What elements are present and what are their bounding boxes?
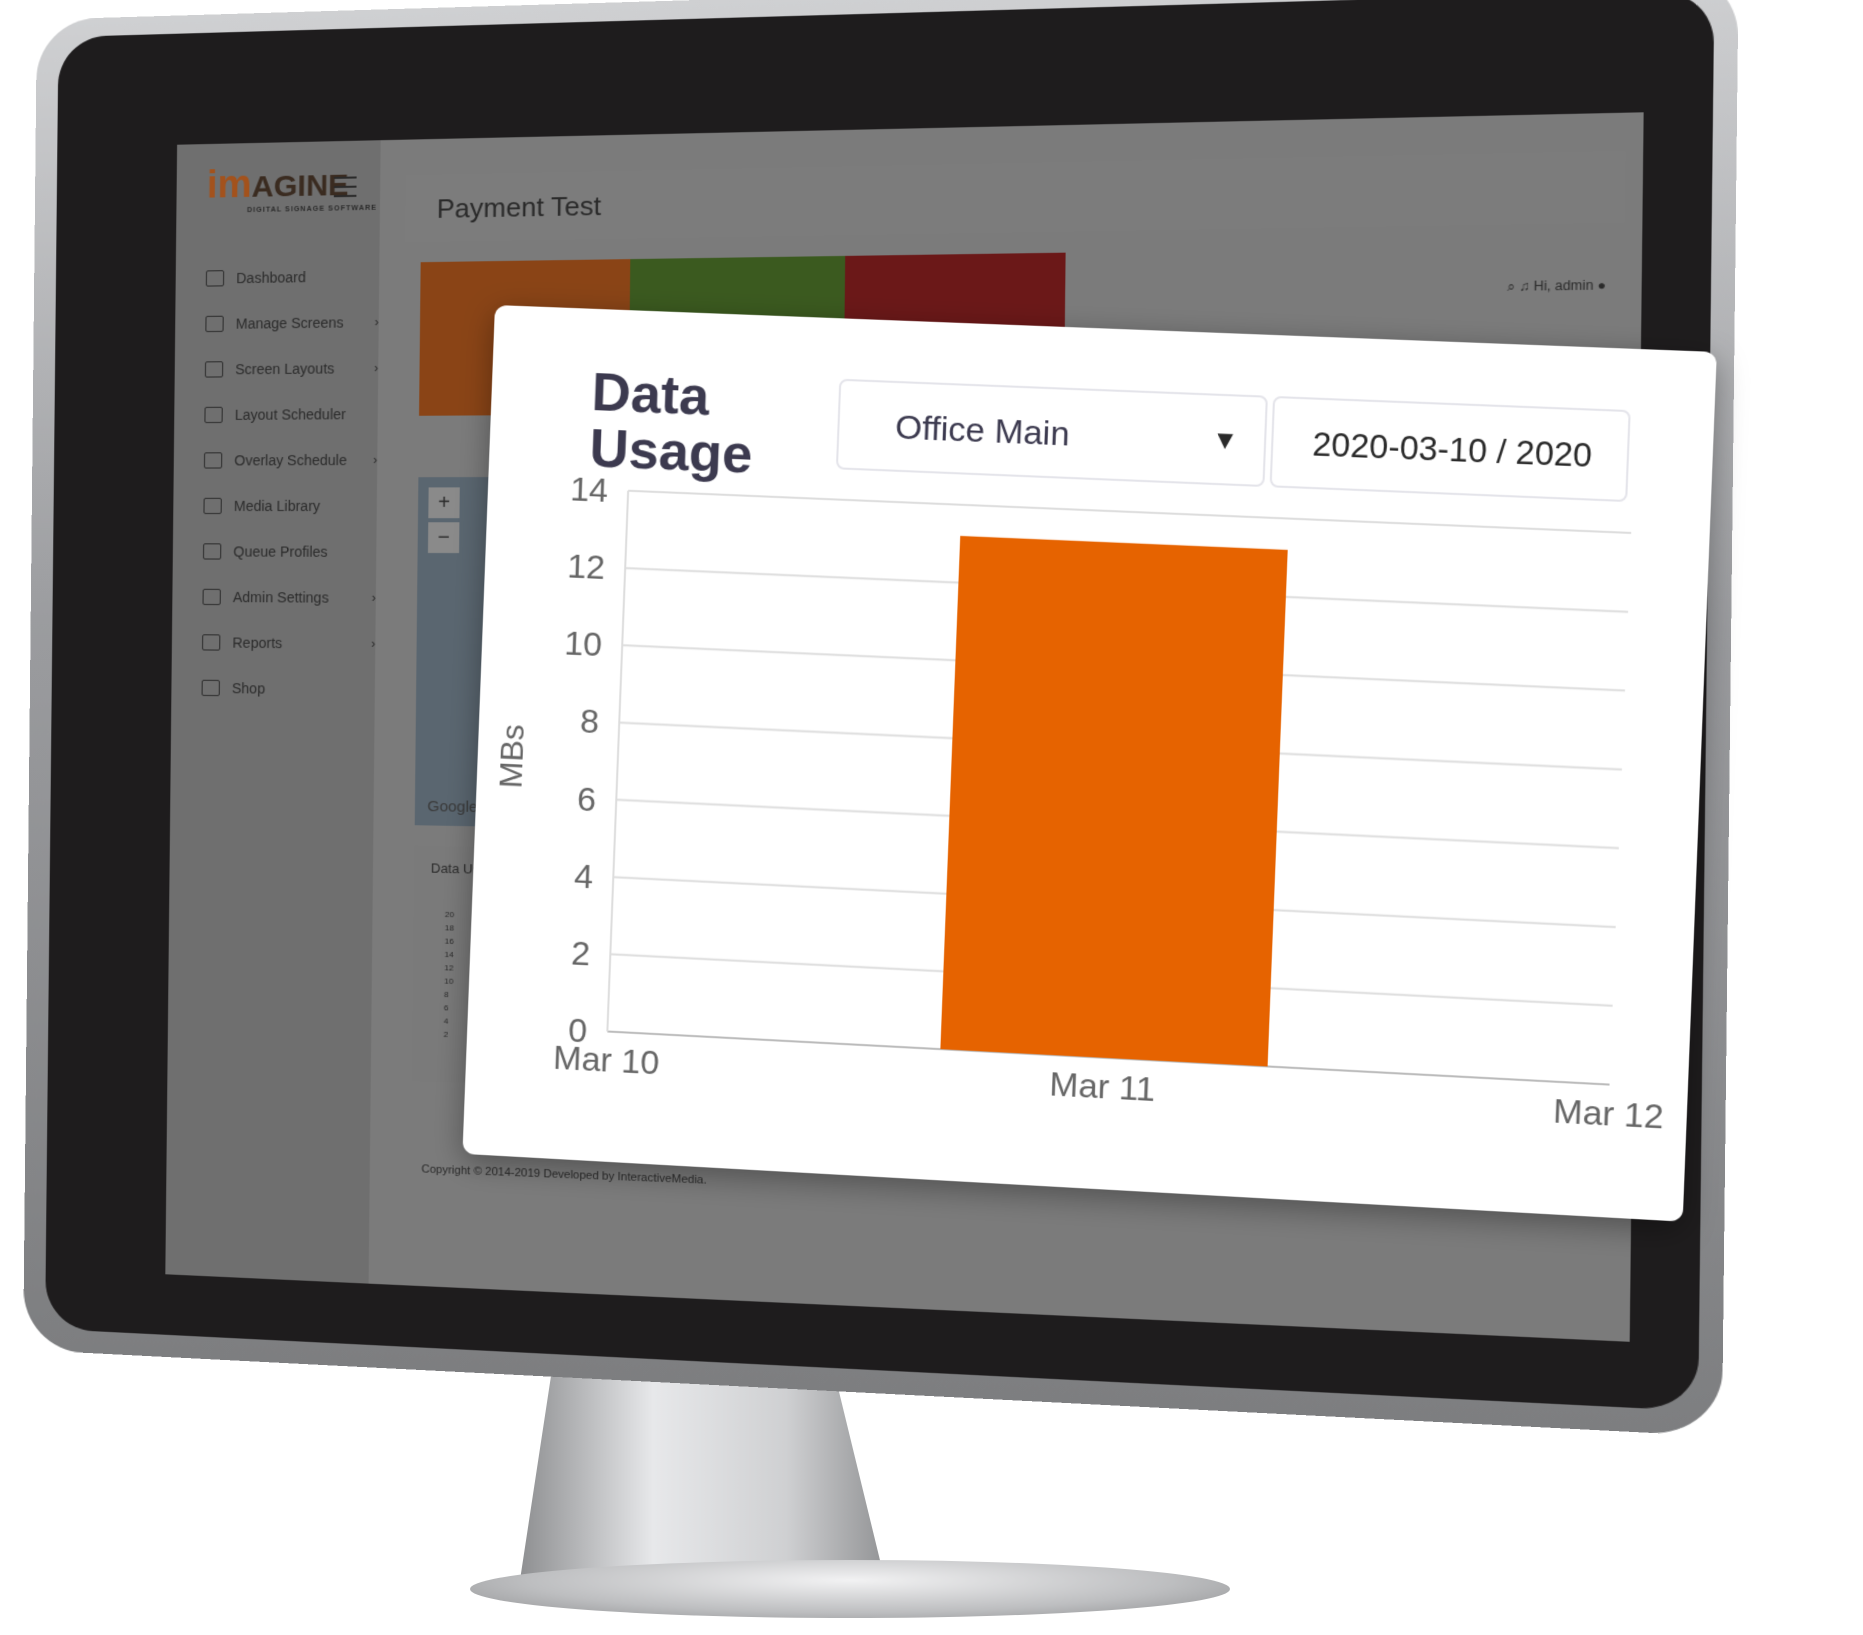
y-tick-label: 8 <box>579 703 599 742</box>
map-attribution: Google <box>427 797 478 817</box>
layout-icon <box>204 360 224 378</box>
mini-tick: 10 <box>444 976 454 986</box>
cart-icon <box>201 679 220 696</box>
data-usage-chart: 0 2 4 6 8 10 12 14 Mar 10 Mar 11 Mar 12 MBs <box>492 470 1665 1137</box>
mini-tick: 18 <box>444 923 455 933</box>
chevron-right-icon: › <box>374 314 379 329</box>
sidebar-item-label: Manage Screens <box>235 313 344 332</box>
chevron-right-icon: › <box>374 360 379 375</box>
chart-x-ticks: Mar 10 Mar 11 Mar 12 <box>553 1039 1665 1137</box>
chart-y-ticks: 0 2 4 6 8 10 12 14 <box>564 470 609 1050</box>
sidebar-item-label: Overlay Schedule <box>234 451 348 468</box>
sidebar-item-label: Queue Profiles <box>233 542 328 560</box>
location-select[interactable]: Office Main ▼ <box>835 378 1268 488</box>
date-range-value: 2020-03-10 / 2020 <box>1311 424 1593 475</box>
avatar[interactable]: ● <box>1597 277 1607 293</box>
document-icon <box>202 633 221 651</box>
mini-tick: 6 <box>443 1003 449 1013</box>
x-tick-label: Mar 10 <box>553 1039 661 1083</box>
sidebar-item-layout-scheduler[interactable]: Layout Scheduler <box>204 390 378 437</box>
location-select-value: Office Main <box>894 408 1071 454</box>
y-tick-label: 12 <box>566 547 605 587</box>
sidebar-item-label: Dashboard <box>236 268 306 286</box>
sidebar-item-label: Reports <box>232 633 283 651</box>
sidebar-item-overlay-schedule[interactable]: Overlay Schedule › <box>203 436 378 482</box>
bar-mar-11[interactable] <box>940 535 1288 1067</box>
sidebar: imAGINE DIGITAL SIGNAGE SOFTWARE Dashboa… <box>165 140 381 1284</box>
monitor-icon <box>205 315 224 332</box>
user-greeting[interactable]: Hi, admin <box>1533 277 1594 294</box>
sidebar-item-screen-layouts[interactable]: Screen Layouts › <box>204 345 379 392</box>
gear-icon <box>202 588 221 605</box>
gridline <box>628 491 1631 533</box>
footer-copyright: Copyright © 2014-2019 Developed by Inter… <box>421 1163 707 1187</box>
chevron-right-icon: › <box>371 636 376 651</box>
map-zoom-in-button[interactable]: + <box>428 487 460 519</box>
sidebar-item-shop[interactable]: Shop <box>201 665 375 713</box>
chevron-right-icon: › <box>371 590 376 605</box>
header-actions: ⌕ ♫ Hi, admin ● <box>1507 278 1606 296</box>
y-tick-label: 10 <box>564 625 603 665</box>
mini-tick: 14 <box>444 949 454 960</box>
map-zoom-out-button[interactable]: − <box>427 522 460 554</box>
home-icon <box>205 269 225 287</box>
mini-tick: 12 <box>444 963 454 973</box>
mini-tick: 20 <box>444 909 455 920</box>
mini-tick: 2 <box>443 1029 449 1040</box>
sidebar-item-label: Shop <box>231 679 266 697</box>
mini-chart-ticks: 20 18 16 14 12 10 8 6 4 2 <box>444 908 455 1042</box>
sidebar-item-media-library[interactable]: Media Library <box>203 482 377 528</box>
monitor-stand-base <box>470 1560 1230 1618</box>
page-header: Payment Test <box>405 151 1626 242</box>
sidebar-item-label: Screen Layouts <box>235 359 335 377</box>
sidebar-item-label: Media Library <box>233 497 321 514</box>
mini-tick: 16 <box>444 936 454 946</box>
send-icon <box>203 451 223 469</box>
mini-tick: 4 <box>443 1016 449 1026</box>
sidebar-item-admin-settings[interactable]: Admin Settings › <box>202 574 376 621</box>
sidebar-item-reports[interactable]: Reports › <box>202 619 376 666</box>
bell-icon[interactable]: ♫ <box>1519 278 1530 294</box>
x-tick-label: Mar 11 <box>1049 1065 1156 1109</box>
sidebar-item-dashboard[interactable]: Dashboard <box>205 253 380 301</box>
logo-mark: im <box>206 163 252 207</box>
mini-tick: 8 <box>443 989 449 1000</box>
x-tick-label: Mar 12 <box>1552 1092 1664 1137</box>
sidebar-item-label: Layout Scheduler <box>234 405 346 423</box>
caret-down-icon: ▼ <box>1211 423 1239 456</box>
y-tick-label: 2 <box>571 934 591 973</box>
sidebar-item-label: Admin Settings <box>232 588 329 606</box>
chart-bars <box>940 535 1288 1067</box>
card-title: Data Usage <box>588 361 754 485</box>
menu-toggle-icon[interactable] <box>333 176 357 198</box>
data-usage-card: Data Usage Office Main ▼ 2020-03-10 / 20… <box>462 305 1717 1222</box>
date-range-input[interactable]: 2020-03-10 / 2020 <box>1269 395 1631 503</box>
y-axis-line <box>607 491 628 1032</box>
logo-tagline: DIGITAL SIGNAGE SOFTWARE <box>247 204 378 215</box>
y-tick-label: 14 <box>569 470 608 510</box>
chevron-right-icon: › <box>373 452 378 467</box>
y-tick-label: 6 <box>577 780 597 819</box>
chart-y-axis-label: MBs <box>492 723 530 789</box>
copy-icon <box>203 497 222 514</box>
sidebar-nav: Dashboard Manage Screens › Screen Layouts… <box>201 253 379 713</box>
sidebar-item-queue-profiles[interactable]: Queue Profiles <box>202 528 377 574</box>
copy-icon <box>202 542 222 560</box>
y-tick-label: 0 <box>568 1011 588 1050</box>
search-icon[interactable]: ⌕ <box>1507 278 1516 295</box>
y-tick-label: 4 <box>574 857 594 896</box>
send-icon <box>204 406 223 423</box>
sidebar-item-manage-screens[interactable]: Manage Screens › <box>205 299 379 347</box>
page-title: Payment Test <box>436 190 602 225</box>
